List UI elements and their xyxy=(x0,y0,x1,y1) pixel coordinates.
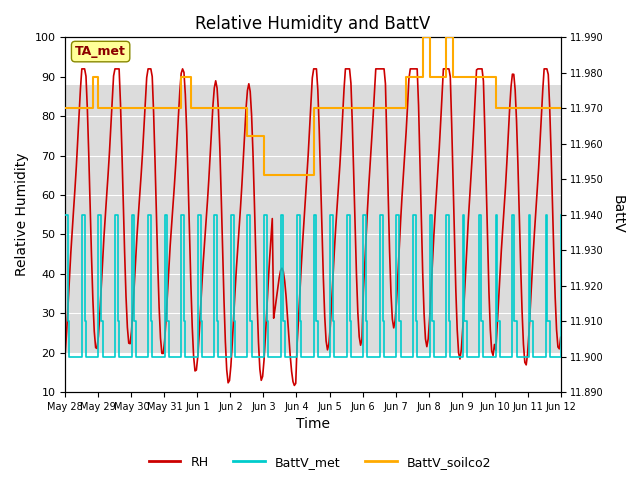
Bar xyxy=(65,84,561,353)
Text: TA_met: TA_met xyxy=(75,45,126,58)
Title: Relative Humidity and BattV: Relative Humidity and BattV xyxy=(195,15,431,33)
Legend: RH, BattV_met, BattV_soilco2: RH, BattV_met, BattV_soilco2 xyxy=(144,451,496,474)
Y-axis label: BattV: BattV xyxy=(611,195,625,234)
X-axis label: Time: Time xyxy=(296,418,330,432)
Y-axis label: Relative Humidity: Relative Humidity xyxy=(15,153,29,276)
